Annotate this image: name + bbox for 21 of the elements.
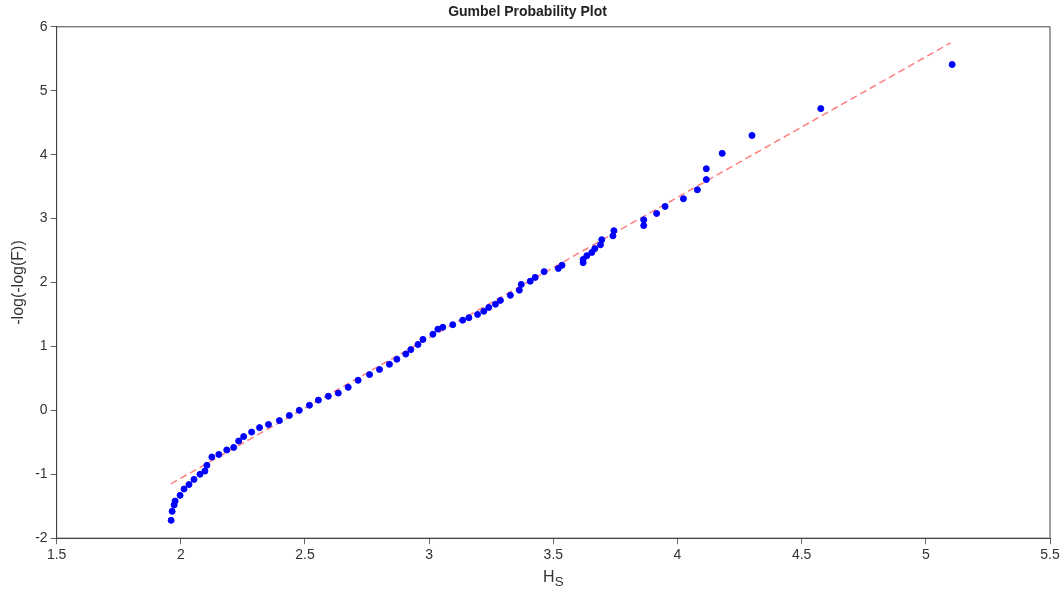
y-tick-label: 3: [39, 209, 48, 226]
x-tick-label: 3.5: [543, 546, 564, 563]
x-tick-label: 4.5: [791, 546, 812, 563]
y-tick-label: 5: [39, 81, 48, 98]
x-tick-label: 1.5: [46, 546, 67, 563]
x-tick-label: 4: [673, 546, 682, 563]
x-tick-label: 3: [425, 546, 434, 563]
chart-title: Gumbel Probability Plot: [448, 3, 608, 20]
x-tick-label: 5.5: [1040, 546, 1060, 563]
y-tick-label: 2: [39, 273, 48, 290]
x-tick-label: 2: [176, 546, 185, 563]
y-tick-label: -2: [35, 529, 48, 546]
y-tick-label: 6: [39, 17, 48, 34]
y-tick-label: 4: [39, 145, 48, 162]
x-tick-label: 5: [921, 546, 930, 563]
x-tick-label: 2.5: [295, 546, 315, 563]
y-tick-label: -1: [35, 465, 48, 482]
x-axis-title: H$_{S}$: [543, 568, 564, 590]
y-axis-title: -log(-log(F)): [9, 240, 27, 325]
y-tick-label: 1: [39, 337, 48, 354]
y-tick-label: 0: [39, 401, 48, 418]
